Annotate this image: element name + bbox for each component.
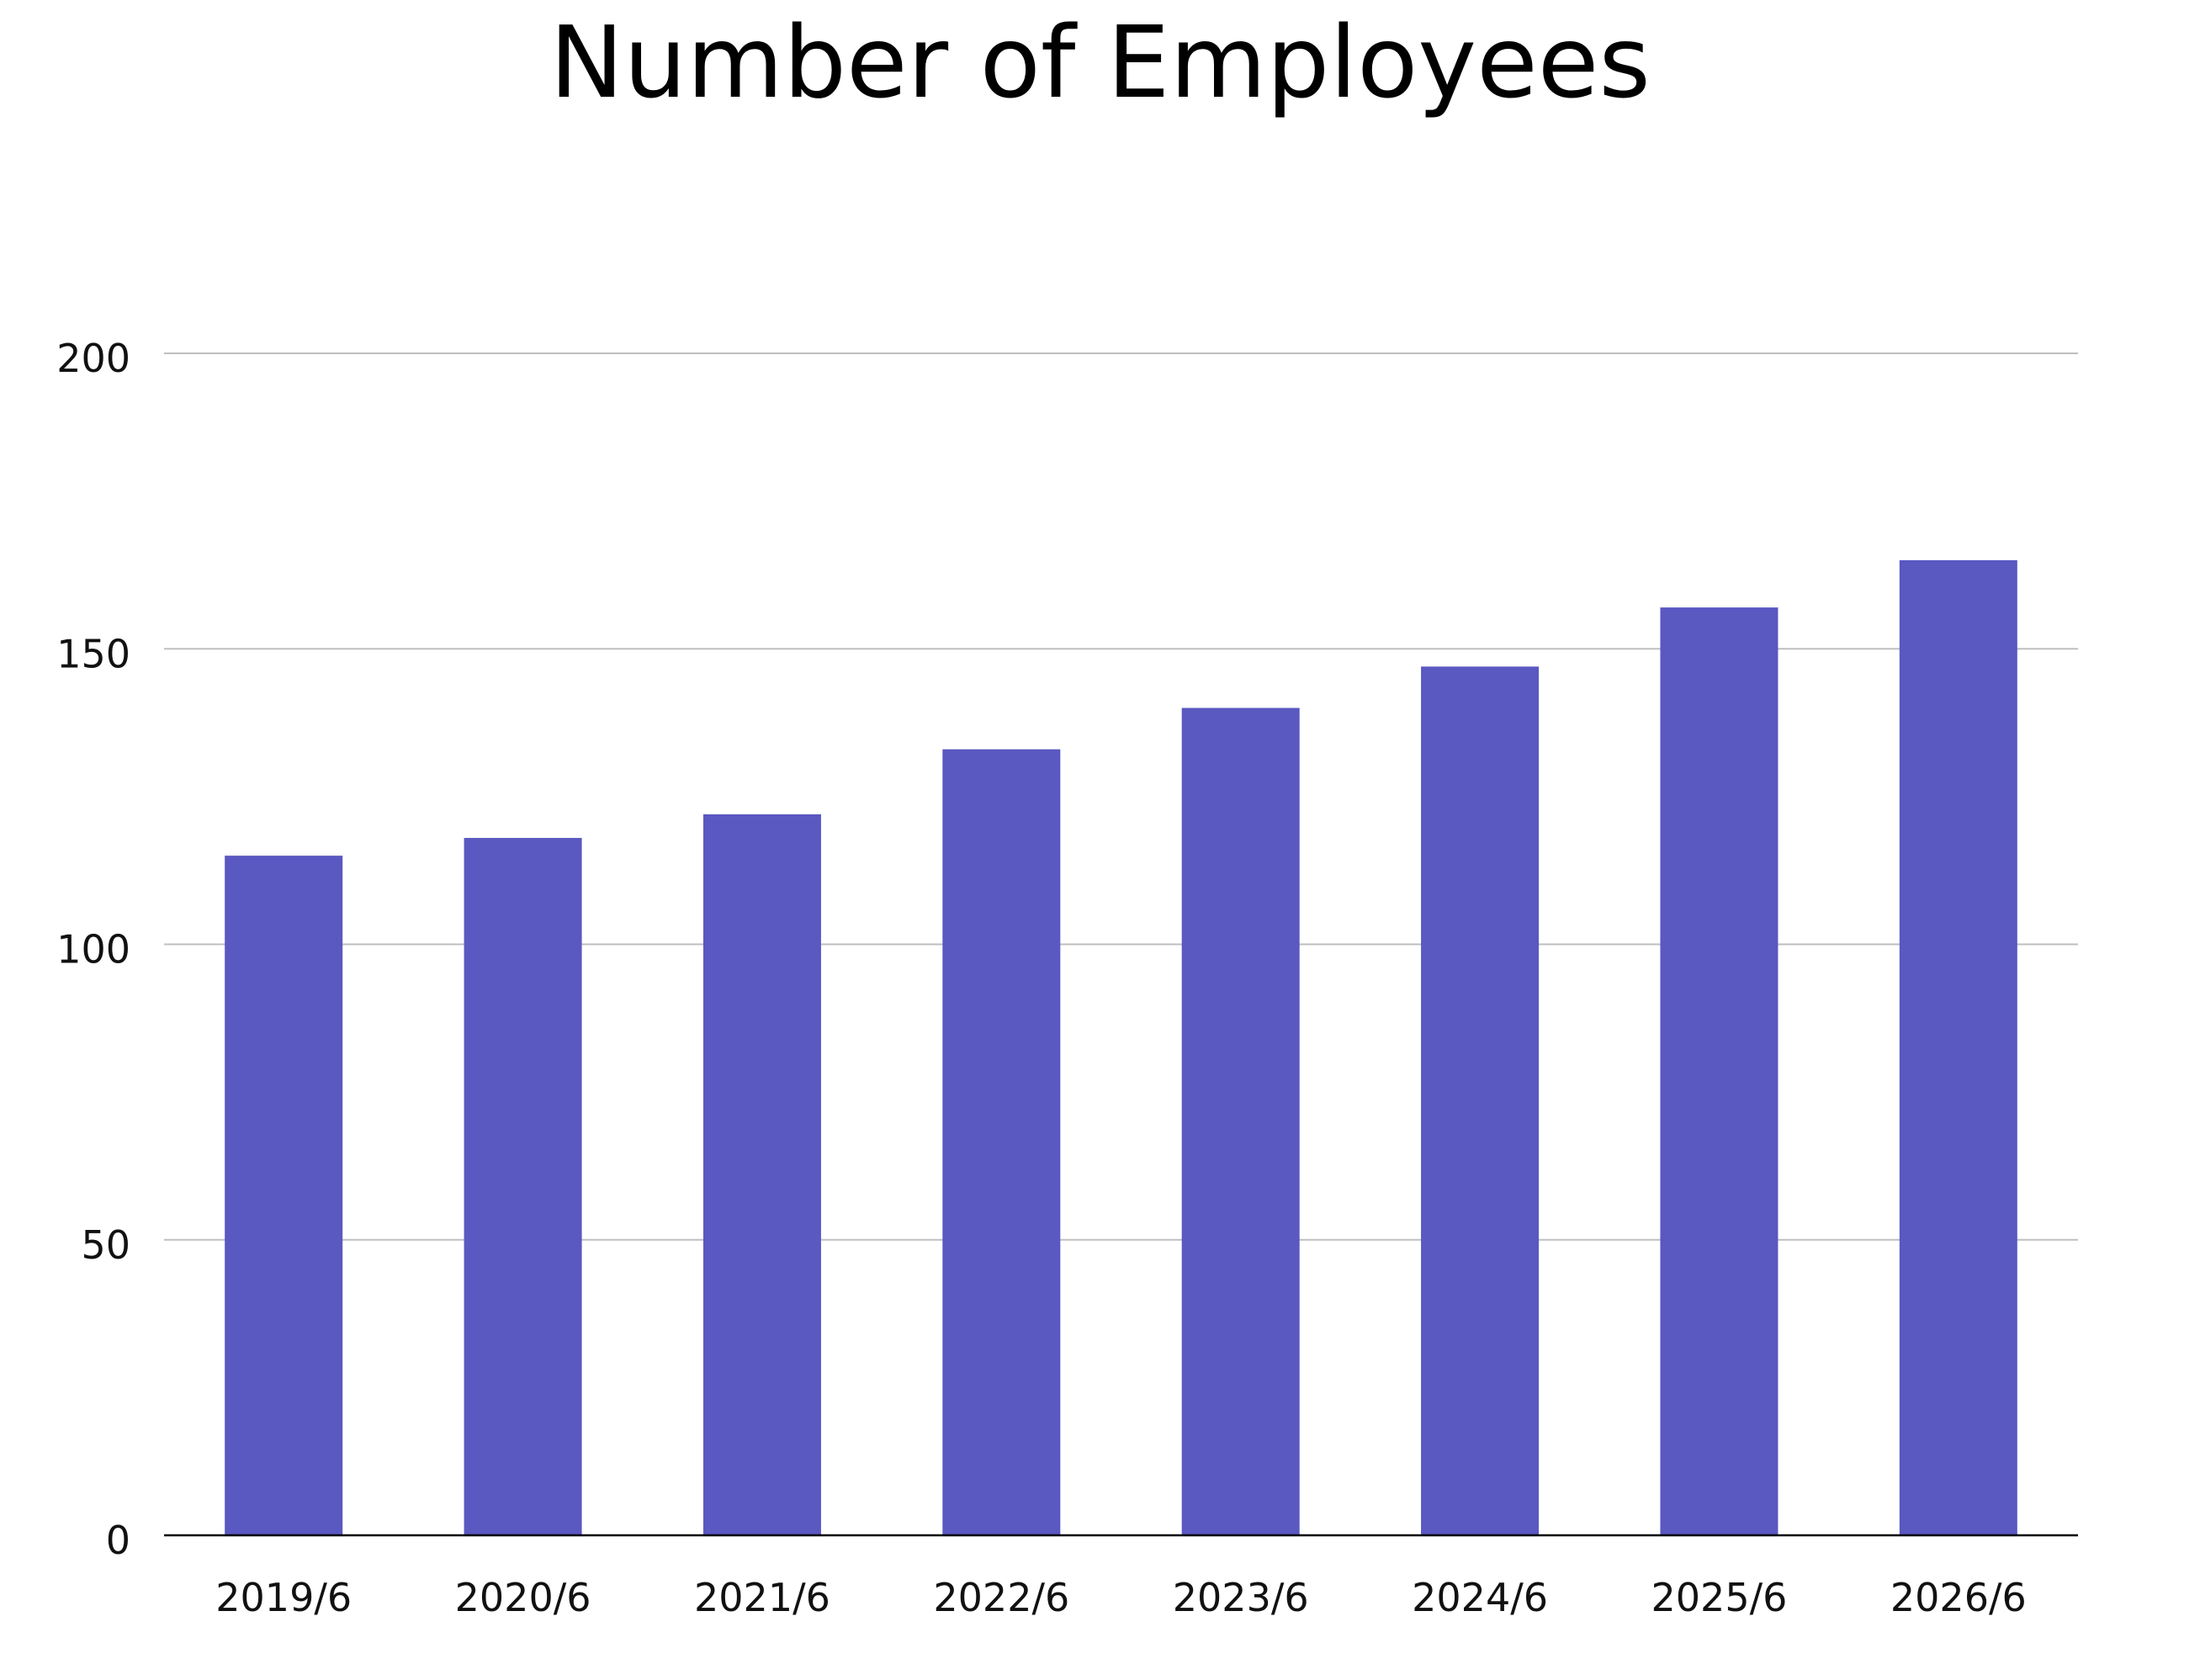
bar-2025-6 bbox=[1660, 607, 1779, 1536]
y-tick-label: 200 bbox=[56, 336, 130, 381]
y-tick-label: 50 bbox=[81, 1222, 130, 1268]
x-tick-label: 2022/6 bbox=[933, 1575, 1069, 1620]
chart-title: Number of Employees bbox=[549, 4, 1651, 120]
x-axis-ticks: 2019/6 2020/6 2021/6 2022/6 2023/6 2024/6 2025… bbox=[215, 1575, 2026, 1620]
x-tick-label: 2024/6 bbox=[1412, 1575, 1548, 1620]
bars bbox=[225, 559, 2017, 1536]
bar-2026-6 bbox=[1899, 559, 2017, 1535]
y-tick-label: 0 bbox=[106, 1518, 130, 1563]
x-tick-label: 2019/6 bbox=[215, 1575, 352, 1620]
bar-2020-6 bbox=[464, 838, 582, 1535]
gridlines bbox=[164, 352, 2078, 1241]
bar-2022-6 bbox=[942, 749, 1061, 1535]
y-tick-label: 150 bbox=[56, 631, 130, 676]
x-tick-label: 2025/6 bbox=[1651, 1575, 1788, 1620]
x-tick-label: 2023/6 bbox=[1173, 1575, 1309, 1620]
y-tick-label: 100 bbox=[56, 927, 130, 972]
x-tick-label: 2020/6 bbox=[455, 1575, 591, 1620]
x-tick-label: 2026/6 bbox=[1890, 1575, 2027, 1620]
x-tick-label: 2021/6 bbox=[694, 1575, 830, 1620]
bar-2019-6 bbox=[225, 856, 343, 1535]
bar-2023-6 bbox=[1181, 708, 1300, 1535]
bar-2024-6 bbox=[1421, 666, 1540, 1536]
y-axis-ticks: 0 50 100 150 200 bbox=[56, 336, 130, 1563]
bar-2021-6 bbox=[702, 814, 821, 1535]
